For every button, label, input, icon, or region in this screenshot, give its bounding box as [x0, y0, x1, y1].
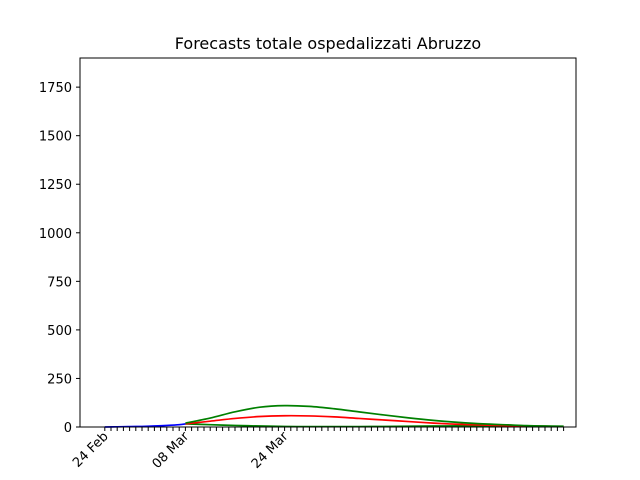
y-tick-label: 250	[47, 372, 72, 387]
y-tick-label: 1500	[39, 130, 72, 145]
y-tick-label: 500	[47, 324, 72, 339]
y-tick-label: 750	[47, 275, 72, 290]
y-tick-label: 1000	[39, 227, 72, 242]
y-tick-label: 1250	[39, 178, 72, 193]
plot-frame	[79, 57, 577, 428]
y-tick-label: 1750	[39, 81, 72, 96]
series-group	[104, 404, 564, 428]
chart-title: Forecasts totale ospedalizzati Abruzzo	[175, 34, 481, 53]
forecast-upper-line	[185, 404, 564, 428]
y-tick-label: 0	[64, 421, 72, 436]
y-axis: 0 250 500 750 1000 1250 1500 1750	[39, 81, 80, 436]
